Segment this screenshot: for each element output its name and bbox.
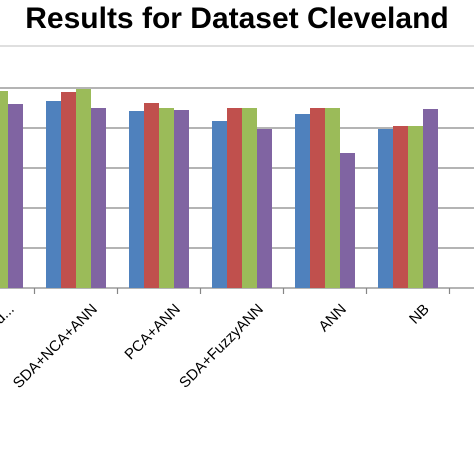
x-tick-label-1: SDA+NCA+ANN [10,301,101,392]
bar-3-series-3 [257,129,272,288]
chart-title: Results for Dataset Cleveland [25,2,449,35]
bar-2-series-3 [174,110,189,288]
bar-4-series-0 [295,114,310,288]
bar-4-series-1 [310,108,325,288]
bars [0,89,438,288]
bar-5-series-1 [393,126,408,288]
bar-3-series-1 [227,108,242,288]
bar-1-series-0 [46,101,61,288]
x-tick-label-2: PCA+ANN [121,301,183,363]
x-tick-label-5: NB [406,301,433,328]
bar-2-series-0 [129,111,144,288]
bar-0-series-2 [0,91,8,288]
bar-3-series-2 [242,108,257,288]
bar-1-series-1 [61,92,76,288]
bar-2-series-1 [144,103,159,288]
bar-5-series-3 [423,109,438,288]
bar-2-series-2 [159,108,174,288]
x-tick-label-4: ANN [315,301,349,335]
bar-1-series-3 [91,108,106,288]
x-tick-label-3: SDA+FuzzyANN [176,301,267,392]
bar-4-series-2 [325,108,340,288]
bar-5-series-2 [408,126,423,288]
bar-4-series-3 [340,153,355,288]
bar-3-series-0 [212,121,227,288]
bar-0-series-3 [8,104,23,288]
bar-5-series-0 [378,129,393,288]
bar-1-series-2 [76,89,91,288]
x-tick-label-0: Cold... [0,301,18,344]
